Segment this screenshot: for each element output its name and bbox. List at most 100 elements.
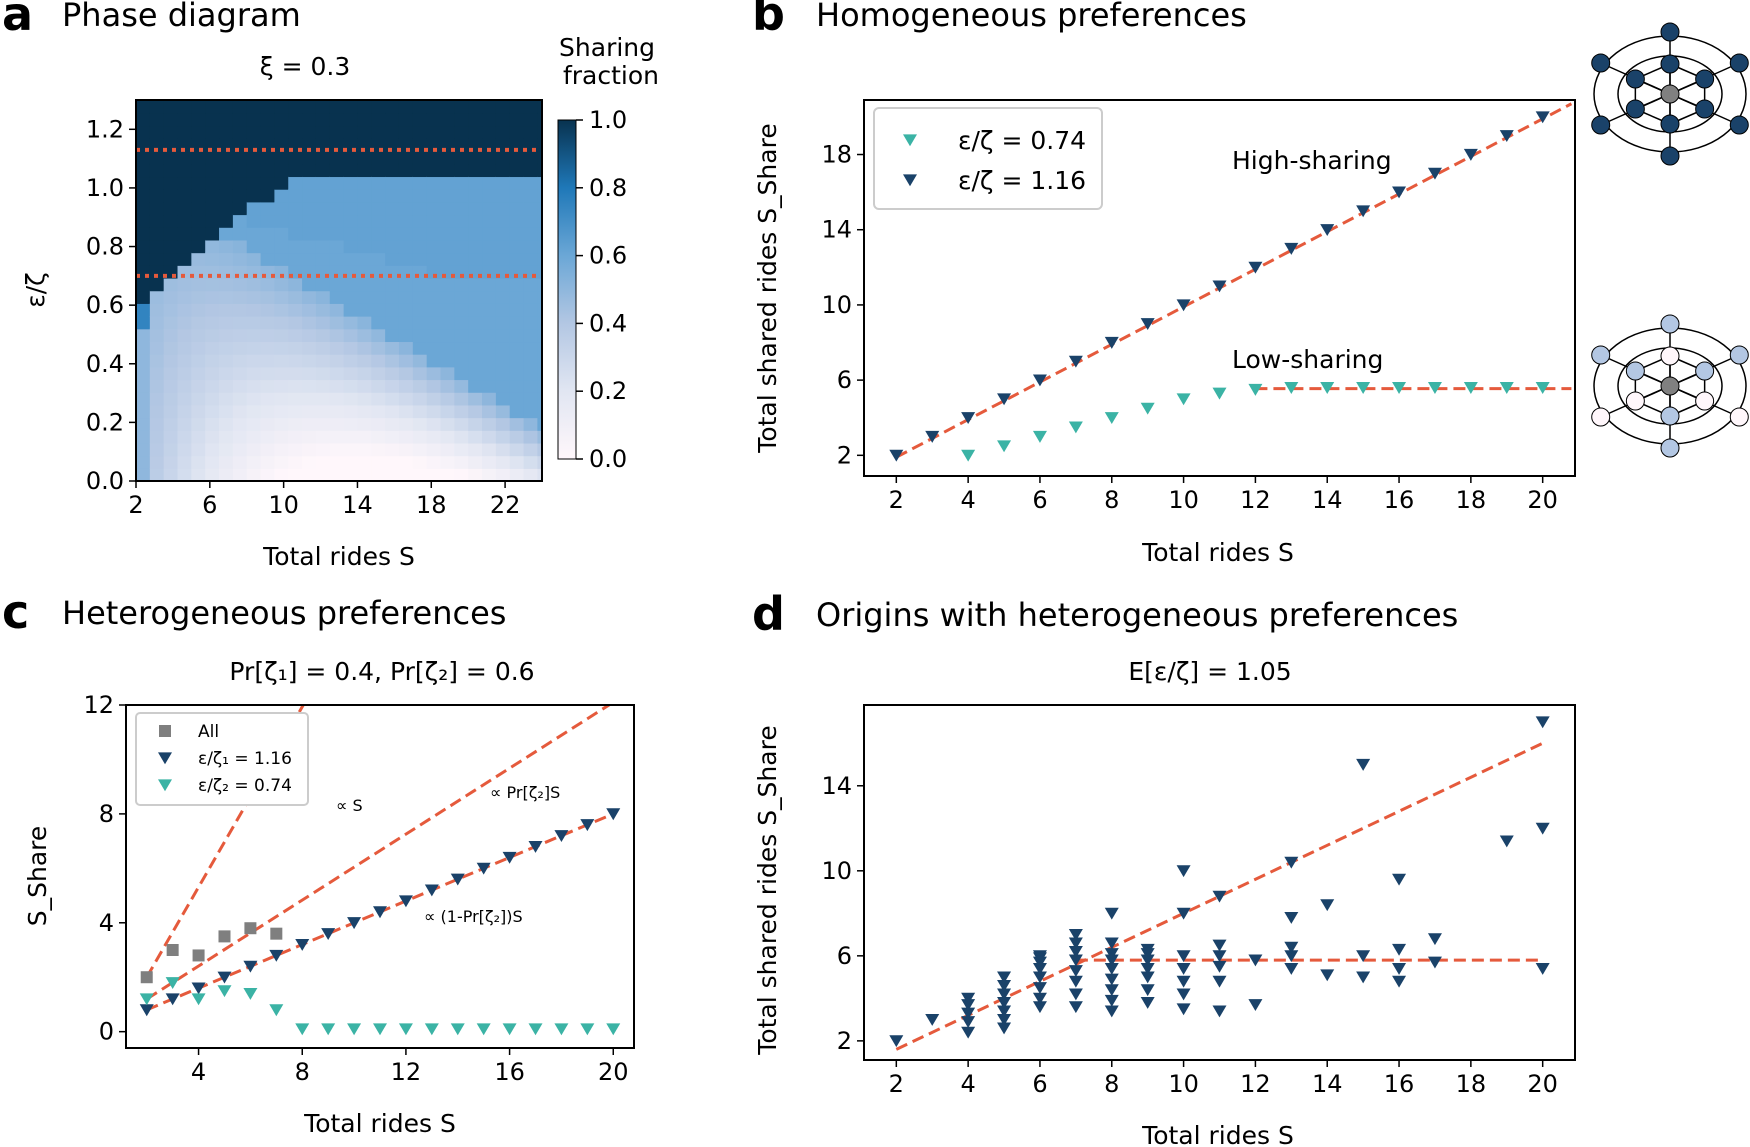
heatmap-cell — [440, 442, 455, 457]
heatmap-cell — [357, 125, 372, 139]
heatmap-cell — [163, 151, 179, 165]
panel-c-point — [217, 985, 232, 998]
annotation-proportional-s: ∝ S — [336, 796, 363, 815]
heatmap-cell — [205, 112, 220, 127]
colorbar-title-line2: fraction — [563, 61, 659, 90]
heatmap-cell — [537, 303, 543, 317]
panel-b-point — [1392, 186, 1407, 199]
heatmap-cell — [357, 112, 372, 127]
panel-b-point — [1320, 224, 1335, 237]
heatmap-cell — [136, 239, 151, 254]
heatmap-cell — [260, 442, 276, 457]
heatmap-cell — [315, 455, 331, 469]
panel-d-point — [1427, 933, 1442, 946]
panel-c-legend-marker — [158, 752, 172, 765]
heatmap-cell — [509, 354, 525, 368]
heatmap-cell — [136, 112, 151, 127]
heatmap-cell — [274, 112, 289, 127]
network-node — [1591, 407, 1611, 427]
heatmap-cell — [260, 379, 276, 393]
heatmap-cell — [260, 100, 276, 114]
heatmap-cell — [371, 189, 386, 203]
heatmap-cell — [440, 201, 455, 216]
heatmap-cell — [205, 468, 220, 482]
heatmap-cell — [315, 252, 331, 266]
panel-b-ytick-label: 2 — [837, 441, 852, 469]
heatmap-cell — [398, 189, 414, 203]
heatmap-cell — [357, 442, 372, 457]
heatmap-cell — [260, 366, 276, 381]
heatmap-cell — [149, 112, 165, 127]
panel-d-label: d — [752, 587, 785, 641]
panel-a-xtick-label: 2 — [128, 491, 143, 519]
heatmap-cell — [177, 227, 192, 241]
heatmap-cell — [260, 341, 276, 355]
heatmap-cell — [329, 430, 345, 444]
heatmap-cell — [274, 430, 289, 444]
heatmap-cell — [136, 455, 151, 469]
heatmap-cell — [136, 227, 151, 241]
heatmap-cell — [509, 214, 525, 228]
panel-b-ytick-label: 10 — [821, 291, 852, 319]
heatmap-cell — [191, 163, 206, 178]
heatmap-cell — [357, 417, 372, 431]
panel-c-point — [269, 949, 284, 962]
heatmap-cell — [482, 214, 497, 228]
heatmap-cell — [205, 227, 220, 241]
heatmap-cell — [398, 392, 414, 406]
heatmap-cell — [136, 328, 151, 343]
heatmap-cell — [509, 151, 525, 165]
heatmap-cell — [136, 125, 151, 139]
heatmap-cell — [288, 277, 303, 292]
heatmap-cell — [482, 379, 497, 393]
heatmap-cell — [385, 392, 400, 406]
heatmap-cell — [205, 392, 220, 406]
panel-b-xtick-label: 4 — [960, 486, 975, 514]
heatmap-cell — [454, 125, 469, 139]
heatmap-cell — [329, 392, 345, 406]
heatmap-cell — [398, 290, 414, 304]
heatmap-cell — [398, 176, 414, 190]
heatmap-cell — [205, 442, 220, 457]
heatmap-cell — [149, 328, 165, 343]
panel-b-ytick-label: 18 — [821, 141, 852, 169]
panel-a-ytick-label: 0.0 — [86, 467, 124, 495]
panel-b-point — [1248, 383, 1263, 396]
heatmap-cell — [509, 392, 525, 406]
heatmap-cell — [537, 379, 543, 393]
heatmap-cell — [509, 277, 525, 292]
heatmap-cell — [385, 151, 400, 165]
heatmap-cell — [523, 430, 538, 444]
colorbar-ticks: 0.0 0.2 0.4 0.6 0.8 1.0 — [576, 106, 627, 473]
heatmap-cell — [523, 354, 538, 368]
heatmap-cell — [315, 214, 331, 228]
panel-d-point — [1212, 950, 1227, 963]
heatmap-cell — [149, 214, 165, 228]
heatmap-cell — [482, 303, 497, 317]
panel-b-point — [997, 440, 1012, 453]
heatmap-cell — [537, 341, 543, 355]
panel-d-point — [1535, 716, 1550, 729]
heatmap-cell — [246, 151, 262, 165]
heatmap-cell — [163, 290, 179, 304]
heatmap-cell — [509, 290, 525, 304]
panel-d-point — [1499, 835, 1514, 848]
heatmap-cell — [523, 468, 538, 482]
heatmap-cell — [329, 227, 345, 241]
heatmap-cell — [357, 404, 372, 419]
heatmap-cell — [537, 176, 543, 190]
heatmap-cell — [232, 239, 248, 254]
heatmap-cell — [163, 442, 179, 457]
heatmap-cell — [191, 189, 206, 203]
panel-b-point — [1535, 382, 1550, 394]
heatmap-cell — [219, 354, 234, 368]
panel-c-point — [295, 1023, 310, 1036]
high-sharing-network-icon — [1591, 22, 1749, 166]
panel-c-point — [424, 884, 439, 897]
panel-d-ytick-label: 6 — [837, 942, 852, 970]
panel-b-label: b — [752, 0, 785, 41]
heatmap-cell — [315, 468, 331, 482]
panel-a-xtick-label: 6 — [202, 491, 217, 519]
heatmap-cell — [163, 316, 179, 330]
heatmap-cell — [482, 189, 497, 203]
